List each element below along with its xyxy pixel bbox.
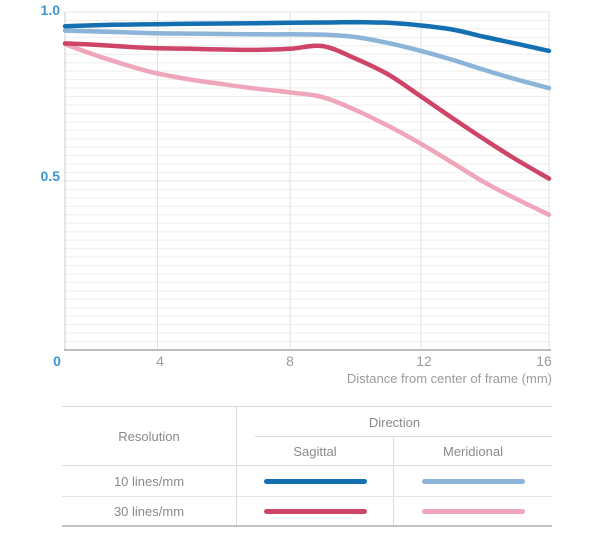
resolution-30-lines-label: 30 lines/mm (62, 497, 237, 525)
x-axis-tick-16: 16 (536, 353, 552, 369)
y-axis-tick-0.5: 0.5 (40, 168, 60, 184)
x-axis-tick-0: 0 (53, 353, 61, 369)
curve-30-meridional (62, 41, 552, 218)
legend-line-10-meridional (421, 478, 525, 484)
x-axis-tick-12: 12 (416, 353, 432, 369)
x-axis-tick-8: 8 (286, 353, 294, 369)
direction-header: Direction (237, 407, 552, 437)
resolution-header: Resolution (62, 407, 237, 466)
x-axis-tick-4: 4 (156, 353, 164, 369)
legend-cell-30-meridional (394, 497, 552, 525)
legend-line-30-sagittal (263, 508, 367, 514)
legend-cell-10-meridional (394, 466, 552, 497)
legend-table: Resolution Direction Sagittal Meridional… (62, 406, 552, 527)
mtf-chart: 1.0 0.5 0 4 8 12 16 Distance from center… (40, 2, 552, 386)
x-axis-title: Distance from center of frame (mm) (346, 371, 552, 386)
legend-cell-30-sagittal (237, 497, 394, 525)
meridional-column-header: Meridional (394, 437, 552, 466)
legend-cell-10-sagittal (237, 466, 394, 497)
curve-10-sagittal (62, 19, 552, 54)
y-axis-tick-1.0: 1.0 (40, 2, 60, 18)
curve-30-sagittal (62, 41, 552, 181)
resolution-10-lines-label: 10 lines/mm (62, 466, 237, 497)
legend-line-30-meridional (421, 508, 525, 514)
plot-canvas (62, 11, 552, 351)
sagittal-column-header: Sagittal (237, 437, 394, 466)
legend-line-10-sagittal (263, 478, 367, 484)
curve-10-meridional (62, 28, 552, 91)
